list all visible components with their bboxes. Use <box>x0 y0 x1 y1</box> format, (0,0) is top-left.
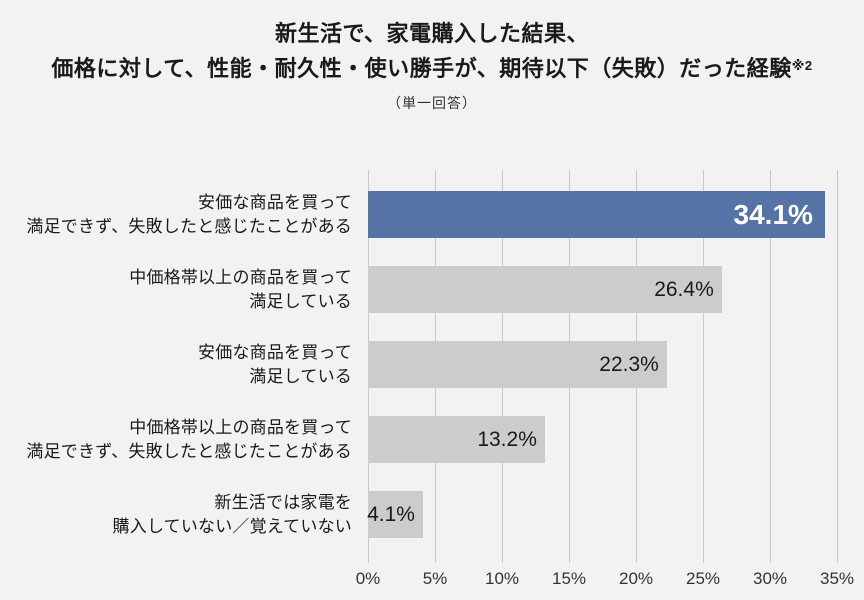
chart-title-line1: 新生活で、家電購入した結果、 <box>274 21 590 46</box>
category-label: 安価な商品を買って満足している <box>0 341 352 389</box>
axis-tick-label: 35% <box>819 569 855 588</box>
x-axis: 0% 5% 10% 15% 20% 25% 30% 35% <box>356 569 854 593</box>
chart-title-line2-text: 価格に対して、性能・耐久性・使い勝手が、期待以下（失敗）だった経験 <box>51 56 792 81</box>
gridline <box>703 170 704 563</box>
bar: 34.1% <box>368 191 825 238</box>
category-label-line: 安価な商品を買って <box>198 342 352 362</box>
category-label-line: 満足している <box>249 366 352 386</box>
category-label: 中価格帯以上の商品を買って満足している <box>0 266 352 314</box>
category-label: 新生活では家電を購入していない／覚えていない <box>0 491 352 539</box>
bar-value-label: 26.4% <box>654 277 714 301</box>
axis-tick-label: 0% <box>355 569 381 588</box>
category-label: 安価な商品を買って満足できず、失敗したと感じたことがある <box>0 191 352 239</box>
bar: 22.3% <box>368 341 667 388</box>
bar: 13.2% <box>368 416 545 463</box>
category-label-line: 満足できず、失敗したと感じたことがある <box>26 216 352 236</box>
bar: 4.1% <box>367 491 423 538</box>
category-label-line: 満足している <box>249 291 352 311</box>
chart-title-line2: 価格に対して、性能・耐久性・使い勝手が、期待以下（失敗）だった経験※2 <box>0 50 864 85</box>
bar-value-label: 34.1% <box>733 198 813 230</box>
gridline <box>770 170 771 563</box>
axis-tick-label: 15% <box>551 569 587 588</box>
category-label-line: 満足できず、失敗したと感じたことがある <box>26 441 352 461</box>
plot-area: 34.1% 26.4% 22.3% 13.2% 4.1% <box>367 170 838 563</box>
axis-tick-label: 5% <box>422 569 448 588</box>
chart-header: 新生活で、家電購入した結果、 価格に対して、性能・耐久性・使い勝手が、期待以下（… <box>0 18 864 113</box>
category-label-line: 安価な商品を買って <box>198 192 352 212</box>
category-label-line: 中価格帯以上の商品を買って <box>129 267 352 287</box>
bar-value-label: 4.1% <box>367 502 415 526</box>
bar: 26.4% <box>368 266 722 313</box>
axis-tick-label: 10% <box>484 569 520 588</box>
axis-tick-label: 30% <box>752 569 788 588</box>
bar-value-label: 13.2% <box>477 427 537 451</box>
category-label: 中価格帯以上の商品を買って満足できず、失敗したと感じたことがある <box>0 416 352 464</box>
category-labels: 安価な商品を買って 満足できず、失敗したと感じたことがある 中価格帯以上の商品を買っ… <box>0 0 360 600</box>
gridline <box>837 170 838 563</box>
chart-subtitle: （単一回答） <box>387 95 477 111</box>
axis-tick-label: 25% <box>685 569 721 588</box>
title-footnote-marker: ※2 <box>791 58 813 73</box>
category-label-line: 中価格帯以上の商品を買って <box>129 417 352 437</box>
bar-value-label: 22.3% <box>599 352 659 376</box>
category-label-line: 新生活では家電を <box>214 492 352 512</box>
axis-tick-label: 20% <box>618 569 654 588</box>
category-label-line: 購入していない／覚えていない <box>112 516 352 536</box>
